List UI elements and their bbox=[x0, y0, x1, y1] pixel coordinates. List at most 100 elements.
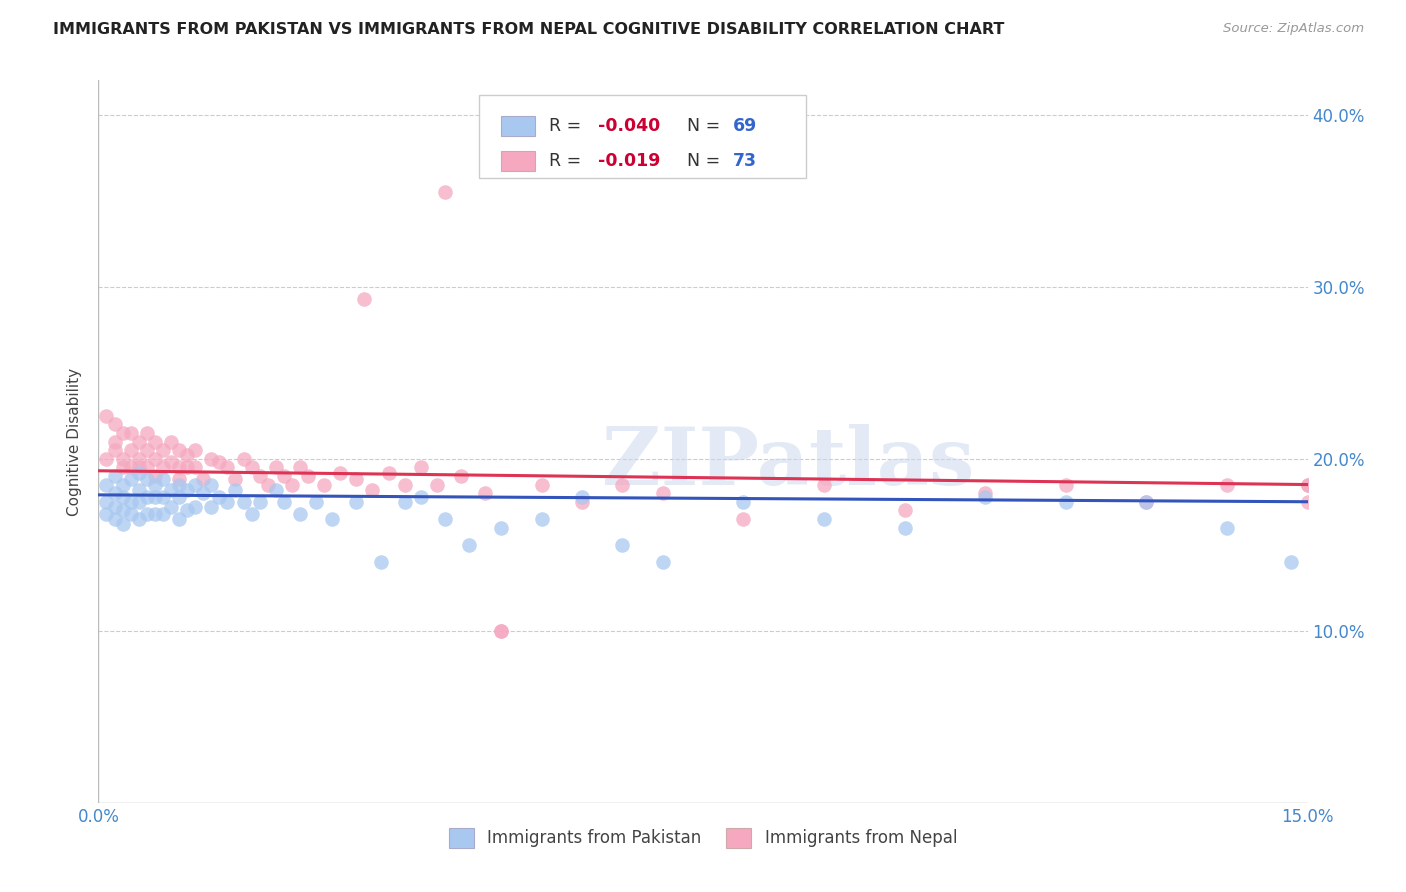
Point bbox=[143, 469, 166, 483]
Point bbox=[224, 483, 246, 497]
Point bbox=[152, 507, 174, 521]
Point bbox=[1216, 477, 1239, 491]
Point bbox=[491, 520, 513, 534]
Point bbox=[571, 490, 593, 504]
Point bbox=[651, 555, 673, 569]
Point bbox=[128, 466, 150, 480]
Point bbox=[458, 538, 481, 552]
Point bbox=[249, 469, 271, 483]
Point bbox=[135, 507, 157, 521]
Point bbox=[167, 472, 190, 486]
Point bbox=[240, 507, 263, 521]
Point bbox=[974, 490, 997, 504]
Point bbox=[240, 460, 263, 475]
Text: N =: N = bbox=[676, 118, 725, 136]
Point bbox=[208, 455, 231, 469]
Point bbox=[305, 494, 328, 508]
Text: R =: R = bbox=[550, 118, 588, 136]
Point bbox=[96, 451, 118, 466]
Point bbox=[651, 486, 673, 500]
Point bbox=[450, 469, 472, 483]
Point bbox=[394, 494, 416, 508]
Point bbox=[1281, 555, 1303, 569]
Point bbox=[474, 486, 496, 500]
Point bbox=[111, 490, 134, 504]
Point bbox=[160, 434, 183, 449]
Point bbox=[426, 477, 449, 491]
Point bbox=[434, 185, 457, 199]
Text: -0.019: -0.019 bbox=[598, 153, 661, 170]
Point bbox=[571, 494, 593, 508]
Point bbox=[103, 443, 125, 458]
Point bbox=[314, 477, 336, 491]
Point bbox=[160, 483, 183, 497]
Point bbox=[232, 451, 254, 466]
Legend: Immigrants from Pakistan, Immigrants from Nepal: Immigrants from Pakistan, Immigrants fro… bbox=[440, 820, 966, 856]
Point bbox=[491, 624, 513, 638]
Point bbox=[143, 477, 166, 491]
Point bbox=[273, 494, 295, 508]
Point bbox=[184, 460, 207, 475]
Point bbox=[813, 512, 835, 526]
Point bbox=[200, 477, 222, 491]
Point bbox=[361, 483, 384, 497]
Point bbox=[128, 451, 150, 466]
Point bbox=[103, 486, 125, 500]
Point bbox=[612, 477, 634, 491]
Point bbox=[167, 460, 190, 475]
Point bbox=[176, 503, 198, 517]
Point bbox=[167, 490, 190, 504]
Point bbox=[1135, 494, 1157, 508]
Point bbox=[143, 490, 166, 504]
Point bbox=[184, 443, 207, 458]
Point bbox=[120, 443, 142, 458]
Point bbox=[370, 555, 392, 569]
Point bbox=[733, 512, 755, 526]
Point bbox=[1135, 494, 1157, 508]
Point bbox=[103, 417, 125, 432]
Point bbox=[111, 451, 134, 466]
Point bbox=[264, 483, 287, 497]
Point bbox=[128, 460, 150, 475]
Y-axis label: Cognitive Disability: Cognitive Disability bbox=[67, 368, 83, 516]
Point bbox=[434, 512, 457, 526]
Point bbox=[128, 434, 150, 449]
Point bbox=[135, 460, 157, 475]
Point bbox=[160, 500, 183, 514]
Point bbox=[344, 472, 367, 486]
Point bbox=[200, 451, 222, 466]
Point bbox=[128, 512, 150, 526]
Point bbox=[193, 472, 215, 486]
Point bbox=[120, 507, 142, 521]
Point bbox=[297, 469, 319, 483]
Text: 73: 73 bbox=[734, 153, 758, 170]
Point bbox=[612, 538, 634, 552]
Text: IMMIGRANTS FROM PAKISTAN VS IMMIGRANTS FROM NEPAL COGNITIVE DISABILITY CORRELATI: IMMIGRANTS FROM PAKISTAN VS IMMIGRANTS F… bbox=[53, 22, 1005, 37]
Point bbox=[143, 507, 166, 521]
Point bbox=[111, 425, 134, 440]
Point bbox=[143, 451, 166, 466]
Point bbox=[111, 477, 134, 491]
Point bbox=[120, 472, 142, 486]
Point bbox=[329, 466, 352, 480]
Point bbox=[1296, 477, 1319, 491]
Point bbox=[160, 455, 183, 469]
Text: R =: R = bbox=[550, 153, 588, 170]
Point bbox=[176, 460, 198, 475]
Point bbox=[176, 448, 198, 462]
Point bbox=[217, 494, 239, 508]
Point bbox=[96, 477, 118, 491]
Point bbox=[152, 460, 174, 475]
Text: -0.040: -0.040 bbox=[598, 118, 659, 136]
Point bbox=[176, 483, 198, 497]
Point bbox=[409, 460, 432, 475]
Point bbox=[120, 494, 142, 508]
Point bbox=[103, 500, 125, 514]
Point bbox=[128, 483, 150, 497]
Point bbox=[184, 500, 207, 514]
Point bbox=[249, 494, 271, 508]
FancyBboxPatch shape bbox=[479, 95, 806, 178]
Point bbox=[1216, 520, 1239, 534]
Point bbox=[135, 443, 157, 458]
Point bbox=[217, 460, 239, 475]
